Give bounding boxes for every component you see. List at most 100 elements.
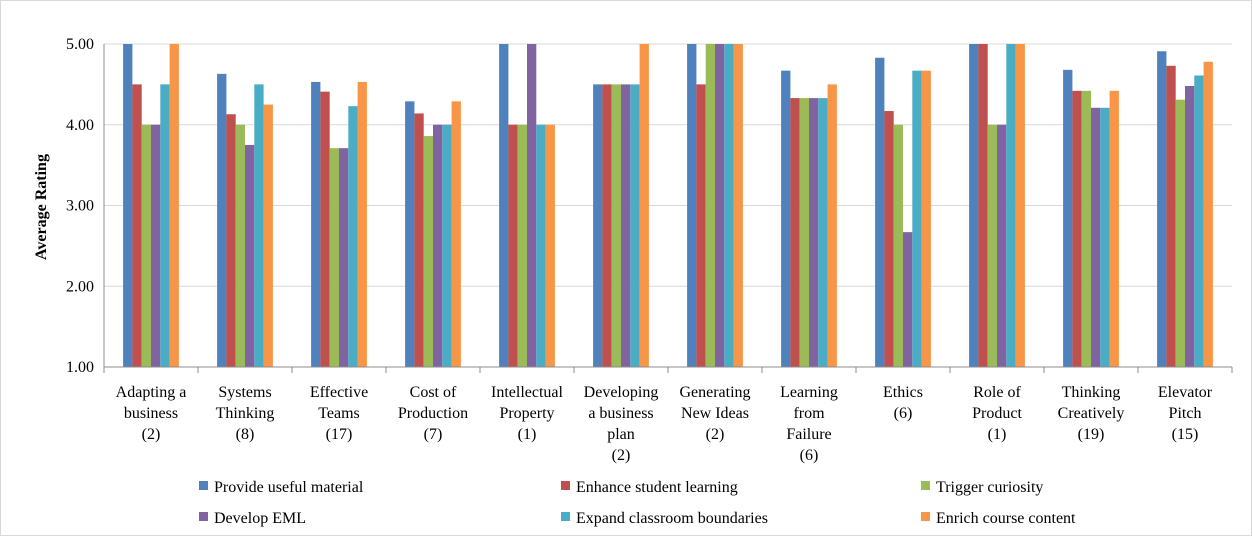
- bar: [160, 84, 170, 367]
- bar: [451, 101, 461, 368]
- bar: [1091, 107, 1101, 367]
- y-tick-label: 5.00: [66, 36, 94, 53]
- legend-swatch: [921, 512, 930, 521]
- bar: [536, 124, 546, 367]
- bar: [809, 98, 819, 367]
- bar: [1006, 44, 1016, 367]
- bar: [818, 98, 828, 367]
- legend-label: Trigger curiosity: [936, 479, 1043, 496]
- bar: [884, 111, 894, 368]
- legend-label: Enrich course content: [936, 510, 1076, 527]
- bar: [1081, 90, 1091, 368]
- bar: [405, 101, 415, 368]
- bar: [245, 144, 255, 367]
- bar: [1157, 51, 1167, 368]
- bar: [1015, 44, 1025, 367]
- bar: [348, 106, 358, 368]
- bar: [527, 44, 537, 367]
- bar: [254, 84, 264, 367]
- bar: [1194, 75, 1204, 368]
- axes: [103, 44, 1233, 373]
- bar: [790, 98, 800, 367]
- y-tick-label: 1.00: [66, 359, 94, 376]
- bar: [263, 104, 273, 367]
- bar: [1063, 69, 1073, 367]
- bar: [611, 84, 621, 367]
- bar: [696, 84, 706, 367]
- bar: [1203, 61, 1213, 367]
- category-label: Cost of Production (7): [398, 384, 468, 443]
- bar: [639, 44, 649, 367]
- category-label: Generating New Ideas (2): [679, 384, 750, 443]
- bar: [320, 91, 330, 367]
- bar: [433, 124, 443, 367]
- bar: [545, 124, 555, 367]
- bar: [799, 98, 809, 367]
- bar: [921, 70, 931, 368]
- bar: [987, 124, 997, 367]
- bar: [442, 124, 452, 367]
- legend-label: Develop EML: [214, 510, 306, 527]
- bar: [517, 124, 527, 367]
- y-axis-title: Average Rating: [33, 154, 50, 260]
- category-label: Elevator Pitch (15): [1158, 384, 1213, 443]
- bar: [893, 124, 903, 367]
- category-labels: Adapting a business (2) Systems Thinking (8) E…: [116, 384, 1213, 464]
- legend-label: Enhance student learning: [576, 479, 738, 496]
- bar: [357, 81, 367, 367]
- category-label: Role of Product (1): [972, 384, 1022, 443]
- bar: [1072, 90, 1082, 368]
- bar: [978, 44, 988, 367]
- bar: [329, 148, 339, 367]
- y-tick-label: 2.00: [66, 278, 94, 295]
- bar: [1100, 107, 1110, 367]
- legend-swatch: [921, 481, 930, 490]
- legend-swatch: [561, 512, 570, 521]
- bar: [235, 124, 245, 367]
- bar: [705, 44, 715, 367]
- category-label: Developing a business plan (2): [584, 384, 659, 464]
- category-label: Thinking Creatively (19): [1058, 384, 1125, 443]
- bar: [169, 44, 179, 367]
- bar: [602, 84, 612, 367]
- bar: [997, 124, 1007, 367]
- bar: [724, 44, 734, 367]
- bar: [781, 70, 791, 368]
- bar: [414, 113, 424, 367]
- bar: [1166, 65, 1176, 368]
- bar: [827, 84, 837, 367]
- bar: [1185, 85, 1195, 368]
- bars: [123, 44, 1213, 368]
- bar: [715, 44, 725, 367]
- y-tick-labels: 1.00 2.00 3.00 4.00 5.00: [66, 36, 94, 376]
- category-label: Learning from Failure (6): [780, 384, 838, 464]
- bar: [508, 124, 518, 367]
- category-label: Adapting a business (2): [116, 384, 187, 443]
- bar: [132, 84, 142, 367]
- category-label: Intellectual Property (1): [491, 384, 564, 443]
- category-label: Effective Teams (17): [310, 384, 368, 443]
- bar: [311, 81, 321, 367]
- bar: [593, 84, 603, 367]
- y-tick-label: 4.00: [66, 117, 94, 134]
- bar: [339, 148, 349, 367]
- legend-swatch: [199, 512, 208, 521]
- legend-swatch: [199, 481, 208, 490]
- bar: [141, 124, 151, 367]
- bar: [151, 124, 161, 367]
- bar: [733, 44, 743, 367]
- legend-label: Expand classroom boundaries: [576, 510, 768, 527]
- y-tick-label: 3.00: [66, 198, 94, 215]
- bar: [226, 114, 236, 367]
- bar: [1109, 90, 1119, 368]
- legend: Provide useful material Enhance student l…: [199, 479, 1076, 527]
- bar: [903, 232, 913, 367]
- bar: [912, 70, 922, 368]
- bar: [1175, 99, 1185, 367]
- gridlines: [104, 43, 1232, 287]
- bar: [123, 44, 133, 367]
- bar: [621, 84, 631, 367]
- bar: [969, 44, 979, 367]
